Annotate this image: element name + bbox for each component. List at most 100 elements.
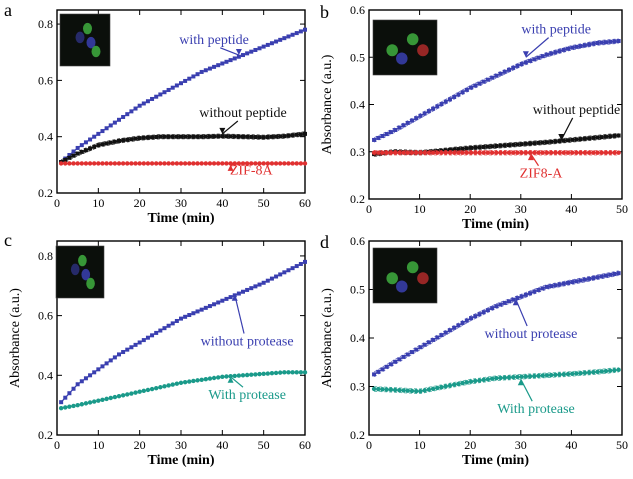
data-point bbox=[376, 386, 381, 392]
data-point bbox=[397, 125, 402, 130]
data-point bbox=[253, 135, 258, 140]
data-point bbox=[133, 136, 138, 141]
y-tick-label: 0.4 bbox=[38, 368, 53, 382]
data-point bbox=[303, 27, 307, 32]
data-point bbox=[129, 161, 134, 166]
label-arrowhead bbox=[522, 51, 529, 58]
data-point bbox=[557, 372, 562, 377]
data-point bbox=[286, 133, 291, 138]
data-point bbox=[183, 314, 188, 319]
data-point bbox=[298, 261, 303, 266]
data-point bbox=[96, 161, 101, 166]
data-point bbox=[384, 132, 389, 137]
data-point bbox=[220, 61, 225, 66]
data-point bbox=[141, 338, 146, 343]
series-label: ZIF-8A bbox=[230, 164, 274, 179]
data-point bbox=[228, 295, 233, 300]
data-point bbox=[158, 161, 163, 166]
data-point bbox=[439, 150, 444, 155]
data-point bbox=[544, 140, 549, 145]
data-point bbox=[599, 40, 604, 45]
series-without-peptide: without peptide bbox=[59, 106, 307, 165]
data-point bbox=[587, 276, 592, 281]
x-tick-label: 40 bbox=[216, 438, 228, 452]
data-point bbox=[212, 64, 217, 69]
x-tick-label: 10 bbox=[414, 438, 426, 452]
error-band-line bbox=[60, 131, 306, 161]
data-point bbox=[380, 134, 385, 138]
data-point bbox=[388, 387, 394, 392]
data-point bbox=[303, 259, 307, 264]
data-point bbox=[195, 72, 200, 77]
data-point bbox=[523, 292, 528, 297]
data-point bbox=[587, 42, 592, 47]
label-arrowhead bbox=[527, 154, 534, 161]
data-point bbox=[249, 372, 254, 377]
label-arrow bbox=[230, 162, 247, 166]
data-point bbox=[515, 63, 520, 68]
data-point bbox=[456, 147, 461, 152]
data-point bbox=[290, 32, 295, 37]
error-band-line bbox=[373, 275, 619, 378]
data-point bbox=[265, 42, 270, 47]
data-point bbox=[224, 134, 229, 139]
data-point bbox=[616, 271, 621, 276]
y-tick-label: 0.8 bbox=[38, 17, 53, 31]
panel-letter-d: d bbox=[320, 232, 329, 252]
data-point bbox=[566, 46, 571, 51]
data-point bbox=[599, 135, 604, 140]
data-point bbox=[174, 318, 179, 323]
data-point bbox=[178, 380, 184, 385]
data-point bbox=[469, 145, 474, 150]
data-point bbox=[191, 378, 196, 384]
data-point bbox=[414, 116, 419, 121]
label-arrow bbox=[221, 120, 239, 135]
data-point bbox=[481, 79, 486, 84]
data-point bbox=[170, 161, 175, 166]
data-point bbox=[149, 386, 155, 392]
inset-cell-blob bbox=[91, 45, 101, 58]
data-point bbox=[179, 81, 183, 86]
data-point bbox=[187, 313, 192, 318]
data-point bbox=[228, 58, 233, 63]
data-point bbox=[612, 133, 617, 138]
data-point bbox=[506, 375, 512, 380]
data-point bbox=[269, 41, 274, 46]
data-point bbox=[112, 120, 117, 125]
data-point bbox=[528, 291, 533, 296]
data-point bbox=[536, 150, 541, 155]
data-point bbox=[269, 371, 275, 376]
data-point bbox=[187, 134, 192, 139]
data-point bbox=[473, 83, 478, 88]
inset-cell-blob bbox=[86, 36, 96, 49]
data-point bbox=[485, 150, 491, 155]
label-arrowhead bbox=[512, 299, 519, 306]
data-point bbox=[540, 54, 545, 59]
data-point bbox=[302, 370, 308, 375]
data-point bbox=[294, 264, 299, 269]
data-point bbox=[498, 71, 503, 76]
data-point bbox=[494, 376, 499, 381]
data-point bbox=[75, 151, 80, 156]
data-point bbox=[612, 150, 617, 155]
y-tick-label: 0.5 bbox=[350, 50, 365, 64]
data-point bbox=[456, 323, 461, 328]
y-tick-label: 0.6 bbox=[350, 234, 365, 248]
data-point bbox=[582, 43, 587, 48]
data-point bbox=[166, 161, 171, 166]
data-point bbox=[612, 368, 617, 373]
data-point bbox=[79, 379, 84, 384]
x-tick-label: 40 bbox=[216, 196, 228, 210]
data-point bbox=[511, 297, 516, 302]
data-point bbox=[473, 145, 478, 150]
data-point bbox=[603, 40, 608, 45]
data-point bbox=[294, 132, 299, 137]
data-point bbox=[170, 382, 175, 387]
data-point bbox=[162, 161, 167, 166]
data-point bbox=[401, 123, 406, 128]
x-tick-label: 10 bbox=[92, 196, 104, 210]
data-point bbox=[511, 150, 516, 155]
data-point bbox=[519, 142, 524, 147]
data-point bbox=[430, 150, 436, 155]
data-point bbox=[452, 147, 457, 152]
